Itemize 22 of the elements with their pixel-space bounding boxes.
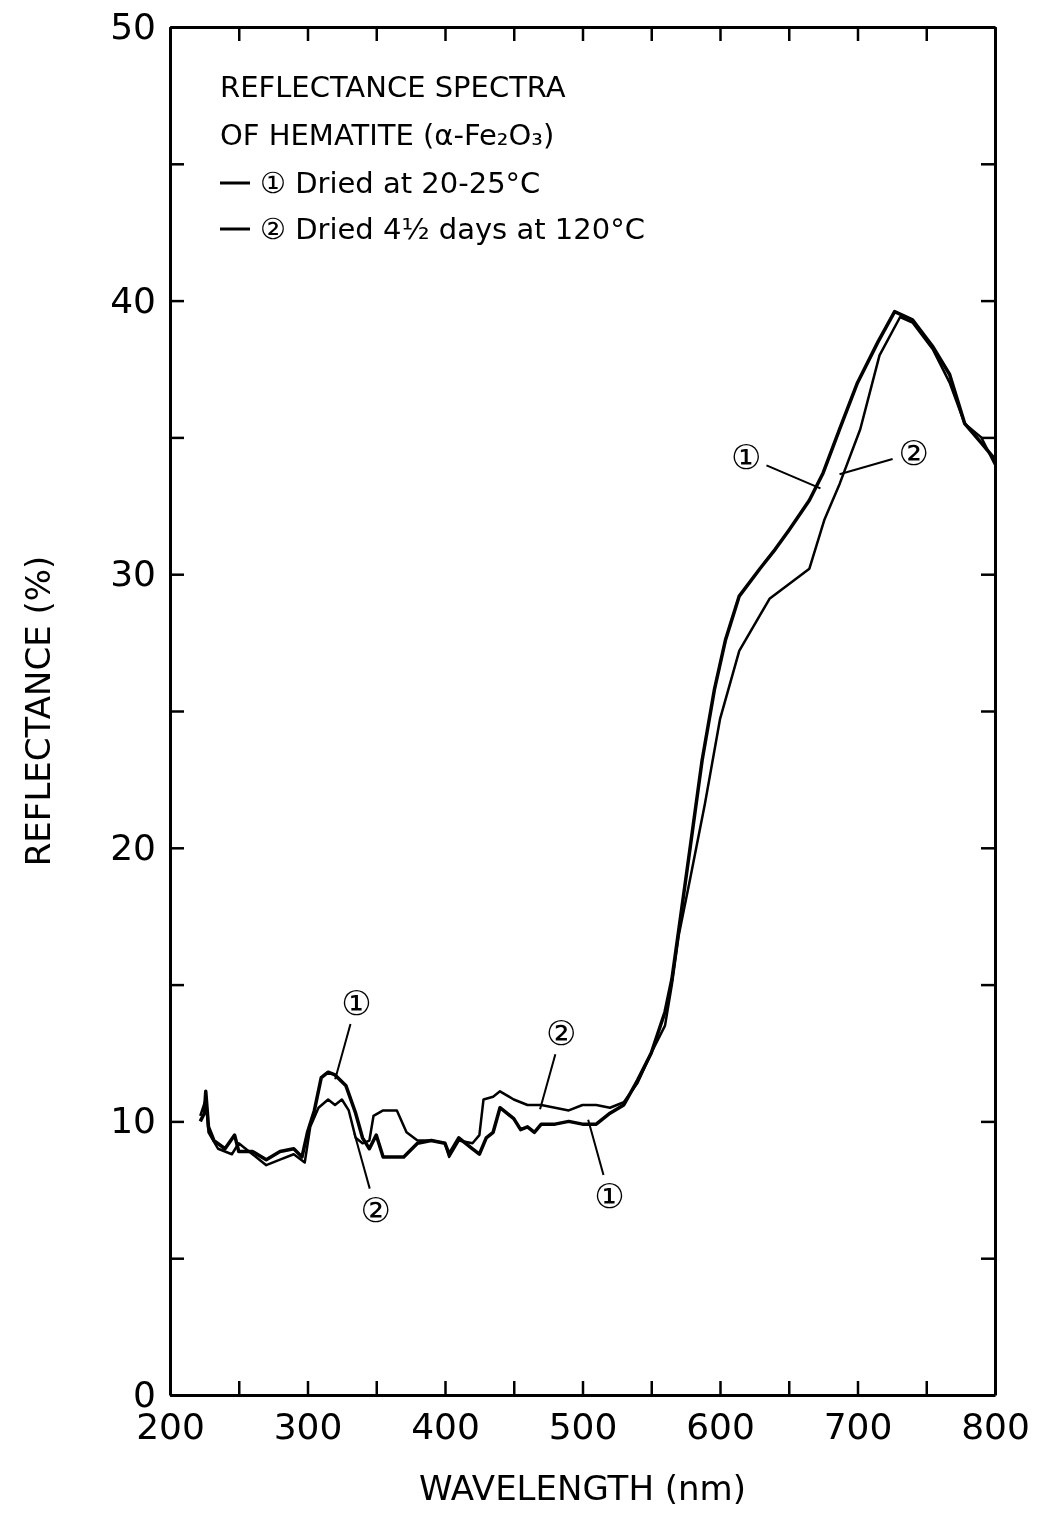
y-tick-label: 50 [110,6,156,48]
text: REFLECTANCE SPECTRA OF HEMATITE (α-Fe₂O₃) [220,70,566,152]
annotation: ② [898,432,929,473]
annotation: ① [731,436,762,477]
y-tick-label: 20 [110,826,156,868]
x-tick-label: 700 [823,1405,893,1447]
x-tick-label: 300 [273,1405,343,1447]
legend-label: ① Dried at 20-25°C [260,166,541,200]
x-tick-label: 400 [411,1405,480,1447]
annotation: ① [341,982,372,1023]
annotation: ① [594,1176,625,1217]
y-tick-label: 40 [110,279,156,321]
y-tick-label: 30 [110,553,156,595]
annotation: ② [546,1012,577,1053]
x-tick-label: 500 [548,1405,618,1447]
annotation: ② [360,1189,391,1230]
x-tick-label: 800 [961,1405,1030,1447]
y-axis-title: REFLECTANCE (%) [18,555,58,867]
y-tick-label: 10 [110,1100,156,1142]
x-axis-title: WAVELENGTH (nm) [419,1468,746,1508]
x-tick-label: 600 [686,1405,755,1447]
legend-label: ② Dried 4½ days at 120°C [260,212,645,246]
